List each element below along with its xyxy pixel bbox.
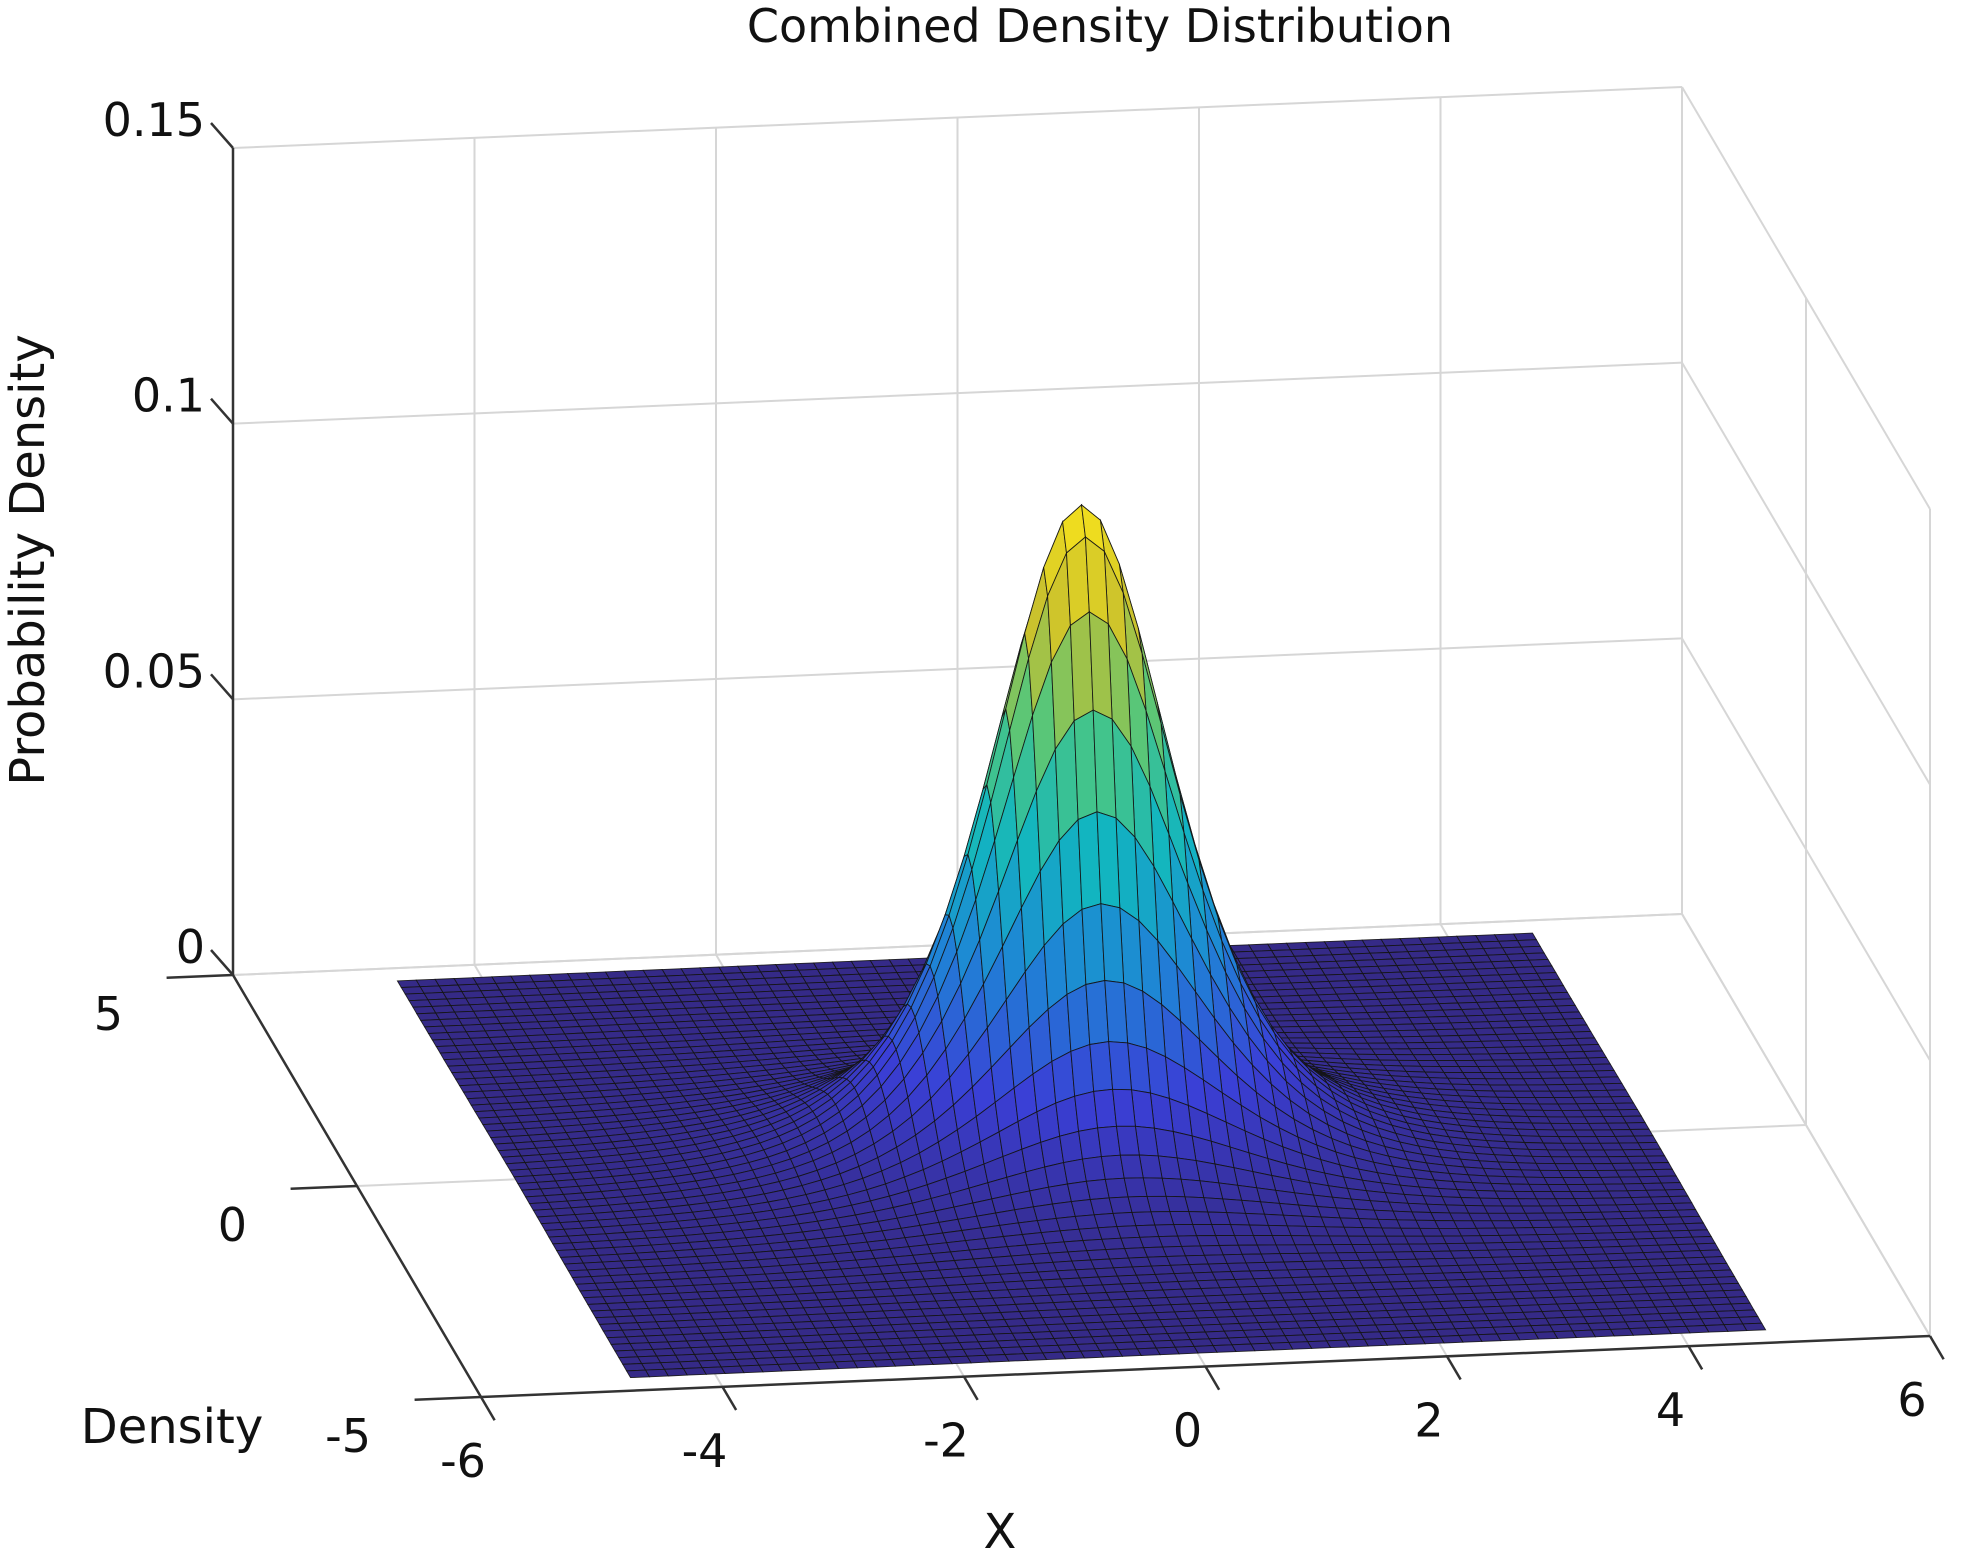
y-axis-label: Density [81, 1399, 263, 1455]
surface-patch [1119, 1154, 1144, 1179]
x-tick-label: 6 [1897, 1373, 1926, 1427]
z-tick-mark [210, 949, 234, 976]
z-tick-mark [210, 673, 234, 701]
surface-patch [1143, 1246, 1168, 1258]
x-tick-mark [721, 1386, 738, 1411]
surface-patch [1112, 1088, 1136, 1127]
side-wall-gridline-z [1681, 637, 1931, 1061]
surface-patch [1096, 811, 1121, 909]
surface-patch [1135, 1224, 1160, 1238]
x-tick-mark [1204, 1365, 1221, 1391]
surface-patch [1173, 1310, 1199, 1320]
y-tick-label: 0 [218, 1198, 247, 1252]
x-tick-label: -4 [682, 1424, 728, 1478]
y-tick-mark [414, 1395, 482, 1402]
x-tick-label: 4 [1656, 1383, 1685, 1437]
x-tick-mark [1687, 1345, 1704, 1371]
surface-patch [1146, 1256, 1172, 1267]
z-tick-mark [210, 122, 234, 149]
surface-patch [1088, 611, 1113, 720]
z-axis-label: Probability Density [0, 334, 56, 785]
y-tick-mark [166, 973, 234, 980]
z-tick-label: 0 [176, 920, 205, 974]
surface-patch [1181, 1324, 1207, 1334]
surface-patch [1193, 1345, 1218, 1354]
surface-patch [1092, 709, 1117, 819]
axes [166, 122, 1945, 1421]
back-wall-gridline-z [232, 637, 1683, 701]
back-wall-gridline-z [232, 86, 1683, 149]
y-tick-label: -5 [325, 1409, 371, 1463]
z-tick-label: 0.15 [103, 93, 205, 147]
surface-patch [1162, 1288, 1187, 1298]
z-tick-label: 0.1 [132, 369, 205, 423]
y-tick-mark [290, 1184, 358, 1191]
surface-patch [1150, 1264, 1175, 1275]
surface-patch [1131, 1211, 1156, 1227]
back-wall-gridline-z [232, 361, 1683, 425]
surface-patch [1189, 1338, 1214, 1347]
x-tick-mark [962, 1376, 979, 1401]
x-tick-mark [1928, 1335, 1945, 1360]
side-wall-gridline-z [1681, 362, 1931, 786]
surface-patch [1170, 1303, 1195, 1313]
side-wall-gridline-z [1681, 86, 1931, 510]
x-tick-mark [1445, 1355, 1462, 1381]
surface-patch [1104, 979, 1129, 1044]
surface-patch [1154, 1273, 1179, 1283]
surface-patch [1158, 1281, 1183, 1291]
surface-patch [1123, 1177, 1148, 1198]
surface-patch [1127, 1195, 1152, 1213]
z-tick-label: 0.05 [103, 644, 205, 698]
x-axis-label: X [984, 1504, 1017, 1556]
surface-patch [1166, 1296, 1191, 1306]
x-tick-label: -2 [923, 1414, 969, 1468]
y-tick-label: 5 [94, 987, 123, 1041]
x-tick-label: 0 [1173, 1404, 1202, 1458]
x-tick-label: 2 [1414, 1393, 1443, 1447]
x-tick-mark [479, 1396, 496, 1421]
surface-patch [1100, 903, 1125, 984]
surface-patch [1108, 1041, 1132, 1091]
surface-patch [1139, 1236, 1164, 1249]
x-tick-label: -6 [440, 1434, 486, 1488]
z-tick-mark [210, 397, 234, 425]
density-surface [396, 503, 1767, 1379]
surface-patch [1177, 1317, 1203, 1327]
surface-patch [1185, 1331, 1210, 1341]
chart-title: Combined Density Distribution [747, 0, 1453, 53]
surface-patch [1115, 1125, 1140, 1156]
